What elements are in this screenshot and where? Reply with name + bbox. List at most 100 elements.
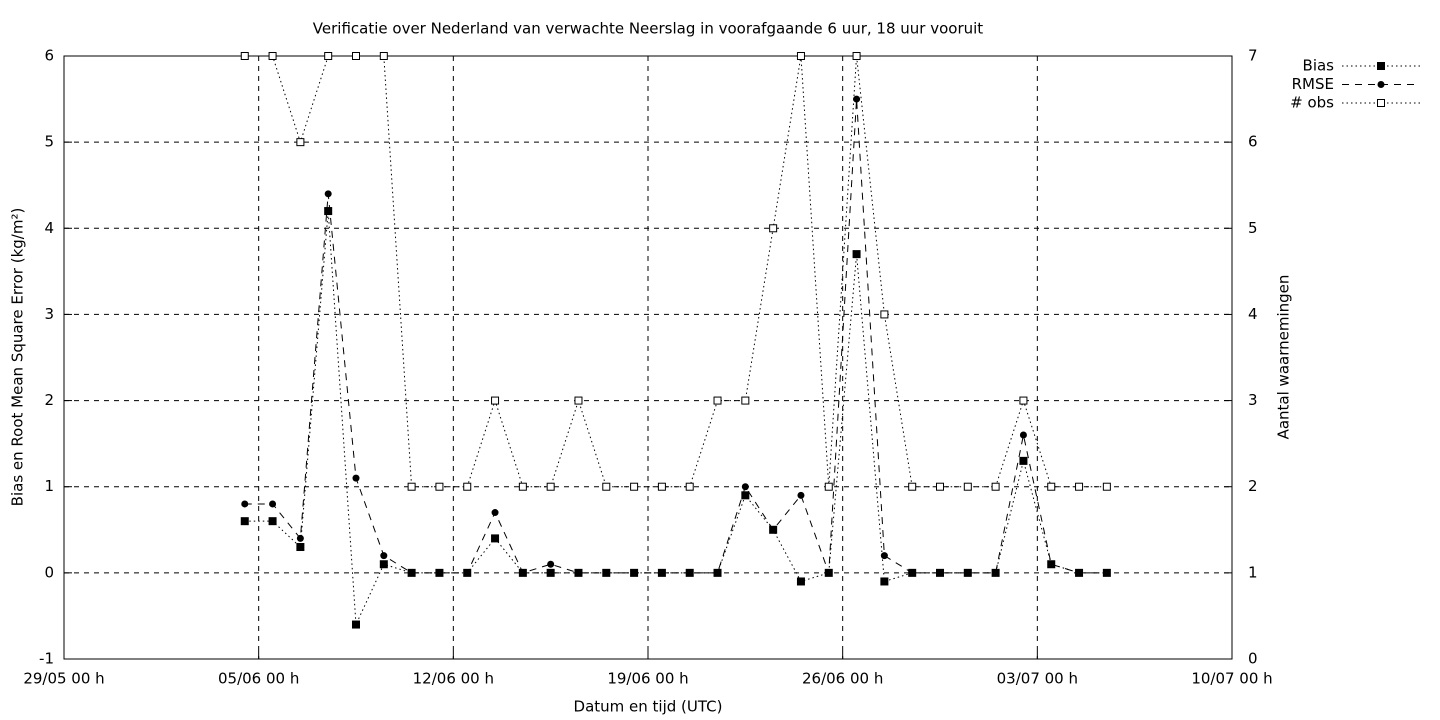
x-tick-label: 19/06 00 h [607,670,688,688]
series-line [244,55,1107,488]
point [825,569,833,577]
point [435,482,444,491]
x-tick-label: 26/06 00 h [802,670,883,688]
y2-tick-label: 6 [1248,133,1258,151]
y2-tick-label: 5 [1248,219,1258,237]
y2-tick-label: 7 [1248,47,1258,65]
point [964,569,972,577]
y2-tick-label: 4 [1248,305,1258,323]
point [1019,456,1028,465]
point [741,483,749,491]
x-tick-label: 05/06 00 h [218,670,299,688]
point [491,396,500,405]
point [268,52,277,60]
x-tick-label: 29/05 00 h [23,670,104,688]
point [463,569,471,577]
point [1019,431,1027,439]
y-tick-label: -1 [39,650,54,668]
point [769,526,777,534]
point [602,482,611,491]
y2-tick-label: 3 [1248,391,1258,409]
point [491,534,500,543]
point [824,482,833,491]
point [546,568,555,577]
legend-label: Bias [1303,57,1335,75]
point [241,500,249,508]
point [352,620,360,629]
point [630,569,638,577]
y2-tick-label: 1 [1248,563,1258,581]
point [769,224,778,233]
point [796,52,805,60]
point [1103,569,1111,577]
point [880,310,889,319]
point [324,207,333,216]
y2-tick-label: 2 [1248,477,1258,495]
point [380,552,388,560]
point [713,396,722,405]
point [547,560,555,568]
point [992,569,1000,577]
point [936,569,944,577]
point [463,482,472,491]
point [686,569,694,577]
point [574,396,583,405]
y-tick-label: 4 [44,219,54,237]
point [240,52,249,60]
y-axis-label: Bias en Root Mean Square Error (kg/m²) [9,208,27,507]
point [741,396,750,405]
point [324,190,332,198]
point [936,482,944,491]
point [1047,560,1055,568]
point [741,491,750,500]
point [574,569,582,577]
point [880,552,888,560]
legend-label: # obs [1290,94,1334,112]
point [296,138,305,147]
point [269,500,277,508]
point [518,482,527,491]
point [1075,569,1083,577]
point [963,482,972,491]
y-tick-label: 2 [44,391,54,409]
point [1102,482,1111,491]
point [546,482,555,491]
point [435,569,443,577]
point [908,482,917,491]
y-tick-label: 0 [44,563,54,581]
series-line [244,99,1107,574]
point [602,569,610,577]
point [240,517,249,526]
point [908,569,916,577]
point [991,482,1000,491]
point [407,482,416,491]
point [324,52,333,60]
y2-axis-label: Aantal waarnemingen [1275,275,1293,440]
point [658,569,666,577]
point [352,52,360,60]
series-line [244,211,1107,625]
x-tick-label: 10/07 00 h [1191,670,1272,688]
point [796,577,805,586]
point [379,560,388,569]
point [408,569,416,577]
point [1019,396,1028,405]
legend-marker [1377,81,1385,88]
point [1047,482,1056,491]
x-axis-label: Datum en tijd (UTC) [574,698,723,716]
point [853,95,861,103]
point [296,534,304,542]
point [1075,482,1084,491]
y-tick-label: 1 [44,477,54,495]
point [852,250,861,259]
point [519,569,527,577]
legend-label: RMSE [1292,75,1334,93]
x-tick-label: 03/07 00 h [997,670,1078,688]
x-tick-label: 12/06 00 h [413,670,494,688]
point [379,52,388,60]
point [630,482,639,491]
legend-marker [1377,99,1385,107]
point [657,482,666,491]
point [268,517,277,526]
